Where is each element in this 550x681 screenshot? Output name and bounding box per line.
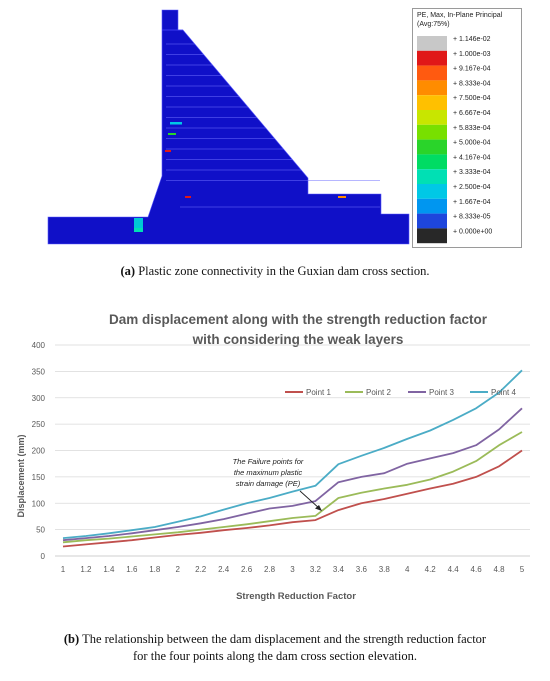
dam-body — [47, 9, 410, 245]
x-tick-3.6: 3.6 — [356, 565, 368, 574]
legend-label-3: + 8.333e-04 — [453, 80, 491, 87]
legend-swatch-3 — [417, 80, 447, 96]
x-tick-1.2: 1.2 — [80, 565, 92, 574]
legend-swatch-5 — [417, 110, 447, 125]
x-tick-2: 2 — [176, 565, 181, 574]
plastic-zone-toe — [134, 218, 143, 232]
x-tick-1.6: 1.6 — [126, 565, 138, 574]
y-axis-label: Displacement (mm) — [16, 434, 26, 517]
caption-a: (a) Plastic zone connectivity in the Gux… — [120, 264, 430, 278]
x-tick-2.8: 2.8 — [264, 565, 276, 574]
y-tick-400: 400 — [32, 341, 46, 350]
x-axis-label: Strength Reduction Factor — [236, 591, 356, 602]
chart-gridlines — [55, 344, 530, 557]
legend-swatch-8 — [417, 154, 447, 170]
y-tick-50: 50 — [36, 526, 45, 535]
y-tick-300: 300 — [32, 394, 46, 403]
y-tick-150: 150 — [32, 473, 46, 482]
x-tick-1.8: 1.8 — [149, 565, 161, 574]
legend-swatch-13 — [417, 228, 447, 244]
chart-title-line1: Dam displacement along with the strength… — [109, 312, 488, 327]
legend-label-4: + 7.500e-04 — [453, 95, 491, 102]
x-tick-2.2: 2.2 — [195, 565, 207, 574]
legend-entry-1: Point 1 — [306, 388, 331, 397]
annotation-line-1: The Failure points for — [233, 457, 304, 466]
x-tick-4.8: 4.8 — [493, 565, 505, 574]
legend-swatch-2 — [417, 65, 447, 81]
chart-title-line2: with considering the weak layers — [192, 332, 404, 347]
x-tick-3: 3 — [290, 565, 295, 574]
x-tick-2.4: 2.4 — [218, 565, 230, 574]
legend-label-8: + 4.167e-04 — [453, 154, 491, 161]
chart-legend: Point 1 Point 2 Point 3 Point 4 — [285, 388, 516, 397]
legend-label-5: + 6.667e-04 — [453, 110, 491, 117]
legend-label-7: + 5.000e-04 — [453, 140, 491, 147]
chart-series — [62, 369, 523, 548]
caption-b: (b) The relationship between the dam dis… — [63, 632, 487, 663]
series-line-point-2 — [62, 431, 523, 544]
legend-swatch-0 — [417, 36, 447, 51]
y-tick-200: 200 — [32, 447, 46, 456]
legend-label-11: + 1.667e-04 — [453, 199, 491, 206]
y-tick-100: 100 — [32, 499, 46, 508]
displacement-chart: Dam displacement along with the strength… — [16, 312, 530, 602]
x-tick-1.4: 1.4 — [103, 565, 115, 574]
failure-annotation: The Failure points for the maximum plast… — [233, 457, 322, 511]
legend-label-13: + 0.000e+00 — [453, 228, 492, 235]
dam-cross-section-figure — [47, 9, 410, 245]
legend-label-9: + 3.333e-04 — [453, 169, 491, 176]
annotation-line-2: the maximum plastic — [234, 468, 303, 477]
legend-swatch-4 — [417, 95, 447, 110]
dam-cross-section — [47, 9, 410, 245]
legend-scale: + 1.146e-02 + 1.000e-03 + 9.167e-04 + 8.333… — [417, 36, 492, 244]
annotation-arrow — [299, 490, 321, 510]
legend-swatch-11 — [417, 198, 447, 214]
legend-label-6: + 5.833e-04 — [453, 125, 491, 132]
x-tick-4: 4 — [405, 565, 410, 574]
legend-label-0: + 1.146e-02 — [453, 36, 491, 43]
legend-label-1: + 1.000e-03 — [453, 51, 491, 58]
x-axis-ticks: 1 1.2 1.4 1.6 1.8 2 2.2 2.4 2.6 2.8 3 3.2 3.4 3.6 3.8 4… — [61, 565, 525, 574]
x-tick-1: 1 — [61, 565, 66, 574]
series-line-point-3 — [62, 407, 523, 542]
x-tick-3.8: 3.8 — [379, 565, 391, 574]
annotation-line-3: strain damage (PE) — [236, 479, 301, 488]
legend-entry-2: Point 2 — [366, 388, 391, 397]
legend-swatch-1 — [417, 50, 447, 66]
legend-swatch-12 — [417, 213, 447, 229]
legend-swatch-7 — [417, 139, 447, 155]
x-tick-4.2: 4.2 — [425, 565, 437, 574]
legend-swatch-6 — [417, 124, 447, 140]
legend-entry-4: Point 4 — [491, 388, 516, 397]
legend-label-2: + 9.167e-04 — [453, 66, 491, 73]
x-tick-5: 5 — [520, 565, 525, 574]
weak-layer-lines — [166, 43, 380, 208]
pe-legend: PE, Max, In-Plane Principal (Avg:75%) + 1… — [412, 8, 522, 248]
legend-entry-3: Point 3 — [429, 388, 454, 397]
y-tick-0: 0 — [41, 552, 46, 561]
x-tick-2.6: 2.6 — [241, 565, 253, 574]
legend-title: PE, Max, In-Plane Principal (Avg:75%) — [417, 12, 503, 28]
y-axis-ticks: 0 50 100 150 200 250 300 350 400 — [32, 341, 46, 561]
legend-label-10: + 2.500e-04 — [453, 184, 491, 191]
x-tick-4.4: 4.4 — [448, 565, 460, 574]
x-tick-3.4: 3.4 — [333, 565, 345, 574]
series-line-point-4 — [62, 369, 523, 539]
x-tick-3.2: 3.2 — [310, 565, 322, 574]
x-tick-4.6: 4.6 — [471, 565, 483, 574]
plastic-zone-mark — [170, 122, 182, 125]
legend-label-12: + 8.333e-05 — [453, 214, 491, 221]
y-tick-350: 350 — [32, 367, 46, 376]
series-line-point-1 — [62, 449, 523, 548]
legend-swatch-9 — [417, 169, 447, 184]
legend-swatch-10 — [417, 184, 447, 199]
y-tick-250: 250 — [32, 420, 46, 429]
